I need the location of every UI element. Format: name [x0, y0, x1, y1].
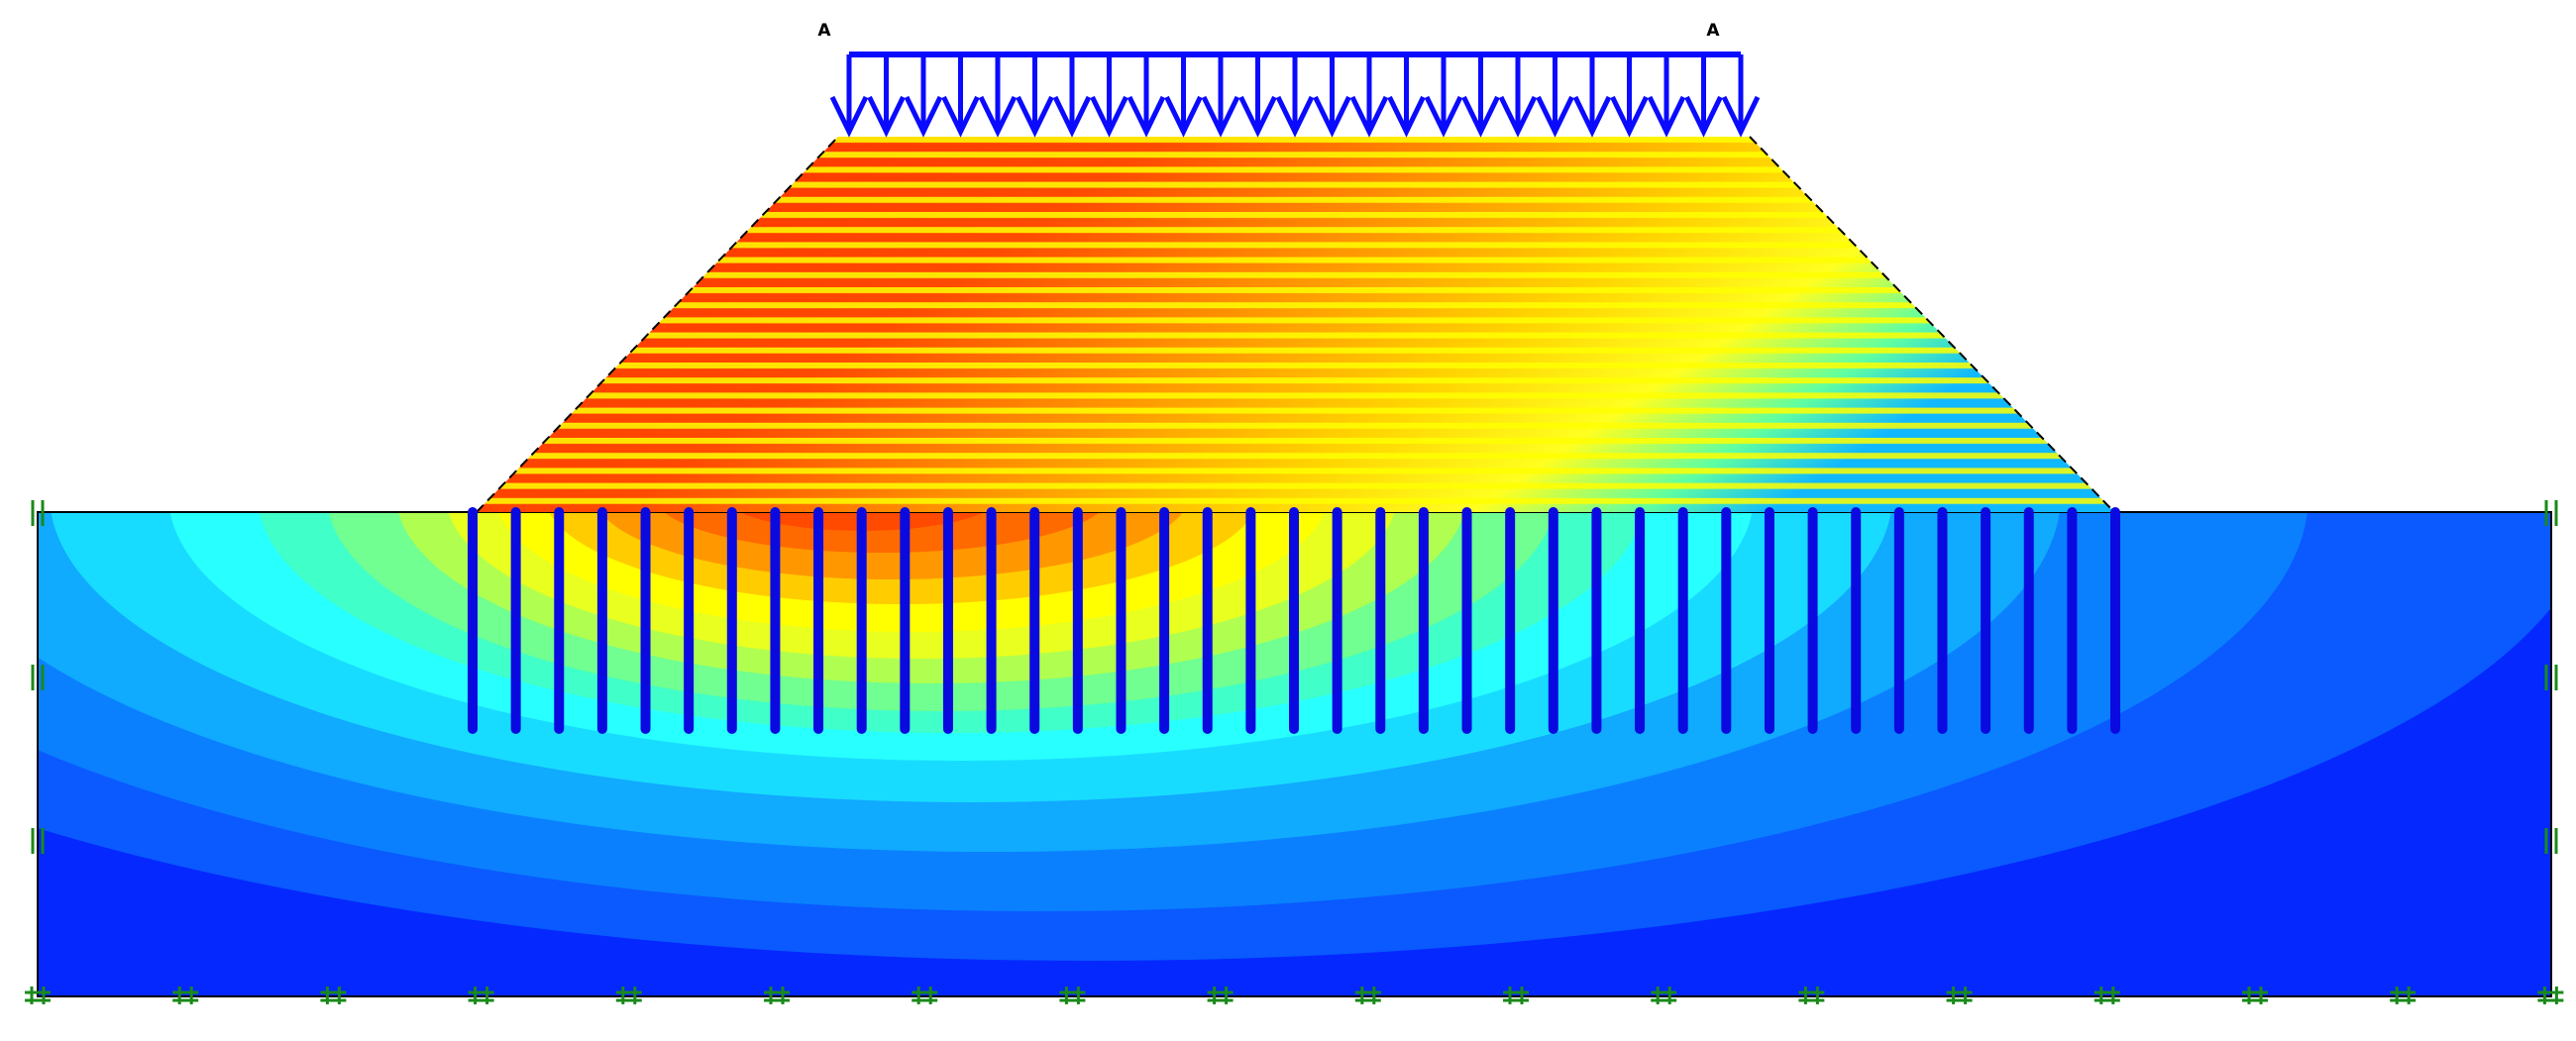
arrow-head — [1090, 95, 1128, 138]
load-arrow — [1684, 54, 1723, 138]
load-arrow — [1387, 54, 1426, 138]
fixity — [615, 987, 642, 1004]
arrow-head — [1721, 95, 1761, 138]
fixity — [25, 987, 51, 1004]
fixity — [31, 665, 45, 690]
piles — [468, 507, 2120, 734]
arrow-head — [1164, 95, 1203, 138]
load-arrow — [1164, 54, 1203, 138]
load-arrow — [867, 54, 906, 138]
load-arrow — [1610, 54, 1649, 138]
load-arrow — [1201, 54, 1240, 138]
arrow-head — [1349, 95, 1389, 138]
fixity — [1798, 987, 1825, 1004]
fixity — [2544, 665, 2558, 690]
arrow-head — [1127, 95, 1166, 138]
load-arrow — [904, 54, 943, 138]
boundary-fixities — [25, 500, 2564, 1004]
slope-right — [1749, 136, 2115, 513]
fixity — [1207, 987, 1234, 1004]
arrow-head — [1201, 95, 1240, 138]
load-arrow — [1424, 54, 1463, 138]
load-arrow — [1275, 54, 1315, 138]
arrow-head — [1684, 95, 1723, 138]
arrow-head — [1238, 95, 1277, 138]
arrow-head — [1424, 95, 1463, 138]
fixity — [172, 987, 199, 1004]
load-arrow — [1536, 54, 1574, 138]
arrow-head — [1313, 95, 1351, 138]
load-arrow — [1461, 54, 1500, 138]
fixity — [2390, 987, 2416, 1004]
arrow-head — [1572, 95, 1612, 138]
load-label: A — [1706, 21, 1720, 41]
arrow-head — [1052, 95, 1092, 138]
fixity — [2544, 828, 2558, 854]
arrow-head — [904, 95, 943, 138]
arrow-head — [1498, 95, 1538, 138]
load-arrow — [1313, 54, 1351, 138]
fixity — [1651, 987, 1677, 1004]
arrow-head — [1647, 95, 1686, 138]
arrow-head — [867, 95, 906, 138]
arrow-head — [941, 95, 980, 138]
slope-left — [476, 136, 839, 513]
load-arrow — [1127, 54, 1166, 138]
load-arrow — [1498, 54, 1538, 138]
fixity — [2093, 987, 2120, 1004]
load-arrow — [1052, 54, 1092, 138]
fixity — [468, 987, 494, 1004]
fixity — [31, 500, 45, 526]
load-arrow — [829, 54, 869, 138]
embankment — [477, 137, 2114, 512]
load-arrow — [1721, 54, 1761, 138]
load-arrow — [1238, 54, 1277, 138]
load-arrow — [1090, 54, 1128, 138]
fixity — [2544, 500, 2558, 526]
arrow-head — [978, 95, 1018, 138]
arrow-head — [1610, 95, 1649, 138]
arrow-head — [1461, 95, 1500, 138]
load-arrow — [941, 54, 980, 138]
fixity — [31, 828, 45, 854]
distributed-load — [829, 52, 1761, 138]
load-arrow — [978, 54, 1018, 138]
fixity — [764, 987, 790, 1004]
fixity — [912, 987, 938, 1004]
fixity — [1059, 987, 1086, 1004]
load-arrow — [1572, 54, 1612, 138]
arrow-head — [1387, 95, 1426, 138]
arrow-head — [1275, 95, 1315, 138]
fixity — [1946, 987, 1973, 1004]
fixity — [2537, 987, 2564, 1004]
arrow-head — [1016, 95, 1054, 138]
fixity — [1354, 987, 1381, 1004]
load-arrow — [1647, 54, 1686, 138]
load-arrow — [1016, 54, 1054, 138]
arrow-head — [829, 95, 869, 138]
fixity — [2242, 987, 2268, 1004]
fixity — [1503, 987, 1529, 1004]
fixity — [320, 987, 347, 1004]
arrow-head — [1536, 95, 1574, 138]
load-arrow — [1349, 54, 1389, 138]
load-label: A — [817, 21, 831, 41]
